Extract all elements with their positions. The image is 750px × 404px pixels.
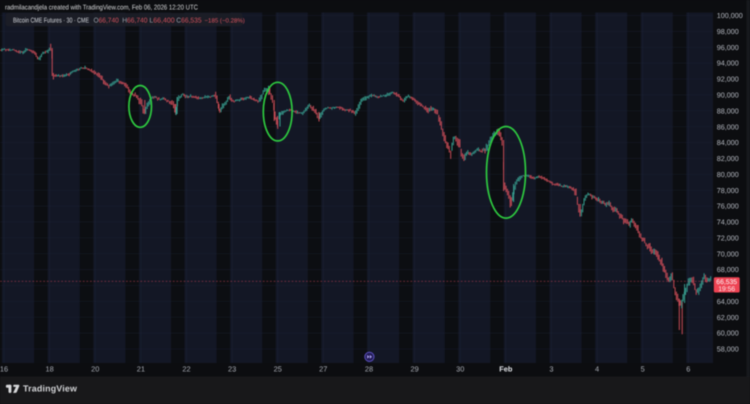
svg-text:20: 20: [91, 364, 99, 373]
svg-text:98,000: 98,000: [717, 27, 739, 36]
svg-text:28: 28: [365, 364, 373, 373]
svg-text:30: 30: [456, 364, 464, 373]
svg-text:18: 18: [45, 364, 53, 373]
svg-text:19:56: 19:56: [718, 286, 735, 293]
svg-text:92,000: 92,000: [717, 75, 739, 84]
svg-text:22: 22: [182, 364, 190, 373]
svg-text:88,000: 88,000: [717, 106, 739, 115]
svg-text:Feb: Feb: [499, 364, 513, 373]
svg-text:L66,400: L66,400: [149, 17, 174, 24]
svg-text:84,000: 84,000: [717, 138, 739, 147]
svg-text:TradingView: TradingView: [23, 384, 77, 394]
svg-text:82,000: 82,000: [717, 154, 739, 163]
svg-text:100,000: 100,000: [717, 11, 743, 20]
svg-text:C66,535: C66,535: [176, 17, 201, 24]
svg-text:radmilacandjela created with T: radmilacandjela created with TradingView…: [5, 4, 198, 11]
svg-text:5: 5: [641, 364, 645, 373]
svg-text:86,000: 86,000: [717, 122, 739, 131]
svg-text:27: 27: [319, 364, 327, 373]
svg-text:−185 (−0.28%): −185 (−0.28%): [205, 17, 245, 24]
svg-text:Bitcoin CME Futures · 30 · CME: Bitcoin CME Futures · 30 · CME: [13, 17, 89, 24]
svg-text:60,000: 60,000: [717, 329, 739, 338]
svg-text:66,535: 66,535: [716, 279, 737, 286]
svg-text:25: 25: [274, 364, 282, 373]
svg-text:62,000: 62,000: [717, 313, 739, 322]
svg-text:3: 3: [549, 364, 553, 373]
svg-text:72,000: 72,000: [717, 233, 739, 242]
svg-text:94,000: 94,000: [717, 59, 739, 68]
svg-text:64,000: 64,000: [717, 297, 739, 306]
svg-text:4: 4: [595, 364, 599, 373]
svg-text:29: 29: [410, 364, 418, 373]
svg-text:H66,740: H66,740: [122, 17, 147, 24]
svg-text:23: 23: [228, 364, 236, 373]
svg-text:6: 6: [686, 364, 690, 373]
svg-text:68,000: 68,000: [717, 265, 739, 274]
svg-text:96,000: 96,000: [717, 43, 739, 52]
svg-text:O66,740: O66,740: [94, 17, 119, 24]
svg-text:16: 16: [0, 364, 8, 373]
svg-text:70,000: 70,000: [717, 249, 739, 258]
svg-text:80,000: 80,000: [717, 170, 739, 179]
svg-text:78,000: 78,000: [717, 186, 739, 195]
svg-text:74,000: 74,000: [717, 218, 739, 227]
svg-text:76,000: 76,000: [717, 202, 739, 211]
svg-text:90,000: 90,000: [717, 91, 739, 100]
svg-text:58,000: 58,000: [717, 345, 739, 354]
svg-text:21: 21: [137, 364, 145, 373]
